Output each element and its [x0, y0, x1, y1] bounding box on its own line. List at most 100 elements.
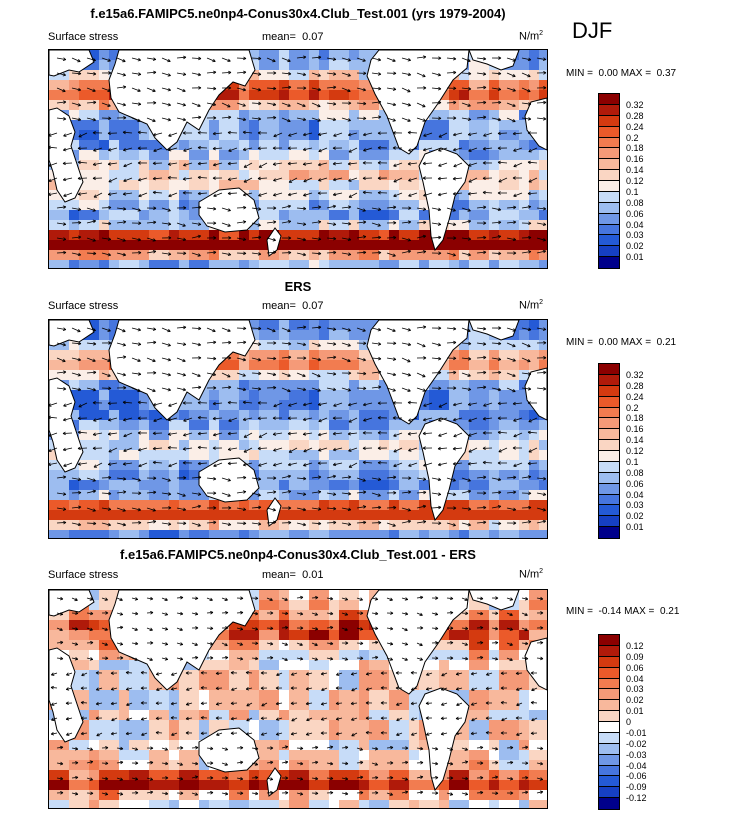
wind-vector-arrow: [123, 417, 133, 422]
map-field-cell: [49, 190, 60, 201]
map-field-cell: [269, 600, 280, 611]
wind-vector-arrow: [536, 790, 544, 794]
map-field-cell: [99, 730, 110, 741]
map-field-cell: [449, 260, 460, 268]
map-field-cell: [259, 530, 270, 538]
map-field-cell: [449, 210, 460, 221]
map-field-cell: [459, 180, 470, 191]
panel1-units-base: N/m: [519, 30, 540, 43]
wind-vector-arrow: [531, 687, 538, 692]
map-field-cell: [299, 230, 310, 241]
wind-vector-arrow: [476, 776, 484, 780]
wind-vector-arrow: [266, 220, 277, 224]
map-field-cell: [359, 790, 370, 801]
wind-vector-arrow: [453, 147, 463, 152]
map-field-cell: [279, 180, 290, 191]
map-field-cell: [389, 510, 400, 521]
map-field-cell: [429, 520, 440, 531]
map-field-cell: [99, 170, 110, 181]
panel1-max-value: 0.37: [656, 68, 677, 79]
wind-vector-arrow: [461, 522, 471, 527]
map-field-cell: [269, 360, 280, 371]
wind-vector-arrow: [431, 791, 439, 795]
map-field-cell: [489, 360, 500, 371]
map-field-cell: [409, 690, 420, 701]
map-field-cell: [379, 110, 390, 121]
map-field-cell: [339, 50, 350, 61]
map-field-cell: [489, 340, 500, 351]
map-field-cell: [249, 760, 260, 771]
wind-vector-arrow: [281, 474, 292, 479]
map-field-cell: [479, 60, 490, 71]
wind-vector-arrow: [137, 130, 148, 135]
map-field-cell: [109, 440, 120, 451]
map-field-cell: [309, 790, 320, 801]
wind-vector-arrow: [71, 642, 79, 646]
map-field-cell: [509, 380, 520, 391]
map-field-cell: [359, 700, 370, 711]
wind-vector-arrow: [461, 760, 469, 764]
map-field-cell: [469, 110, 480, 121]
map-field-cell: [109, 660, 120, 671]
map-field-cell: [419, 760, 430, 771]
map-field-cell: [299, 710, 310, 721]
wind-vector-arrow: [230, 701, 238, 706]
wind-vector-arrow: [49, 177, 58, 183]
map-field-cell: [49, 460, 60, 471]
map-field-cell: [309, 320, 320, 331]
wind-vector-arrow: [206, 250, 217, 255]
wind-vector-arrow: [416, 220, 427, 225]
map-field-cell: [309, 730, 320, 741]
wind-vector-arrow: [116, 386, 127, 390]
map-field-cell: [249, 160, 260, 171]
wind-vector-arrow: [326, 492, 337, 496]
map-field-cell: [229, 120, 240, 131]
map-field-cell: [319, 230, 330, 241]
map-field-cell: [469, 470, 480, 481]
map-field-cell: [219, 420, 230, 431]
map-field-cell: [349, 760, 360, 771]
wind-vector-arrow: [200, 701, 208, 706]
wind-vector-arrow: [386, 117, 396, 122]
colorbar-tick-label: 0.32: [626, 369, 644, 380]
wind-vector-arrow: [461, 507, 472, 511]
wind-vector-arrow: [266, 372, 277, 377]
wind-vector-arrow: [476, 655, 484, 660]
map-field-cell: [489, 610, 500, 621]
wind-vector-arrow: [356, 477, 366, 482]
wind-vector-arrow: [296, 387, 307, 392]
wind-vector-arrow: [536, 519, 547, 524]
colorbar-tick-label: 0.09: [626, 651, 644, 662]
map-field-cell: [69, 410, 80, 421]
map-field-cell: [389, 800, 400, 808]
map-field-cell: [249, 360, 260, 371]
map-field-cell: [229, 420, 240, 431]
wind-vector-arrow: [251, 252, 262, 256]
wind-vector-arrow: [455, 672, 463, 676]
wind-vector-arrow: [341, 522, 352, 526]
wind-vector-arrow: [227, 447, 238, 451]
wind-vector-arrow: [101, 776, 109, 781]
colorbar-swatch: [599, 440, 619, 451]
wind-vector-arrow: [326, 474, 337, 479]
wind-vector-arrow: [213, 192, 223, 198]
map-field-cell: [309, 740, 320, 751]
map-field-cell: [139, 480, 150, 491]
wind-vector-arrow: [167, 175, 178, 180]
map-field-cell: [479, 600, 490, 611]
map-field-cell: [269, 640, 280, 651]
map-field-cell: [479, 160, 490, 171]
map-field-cell: [329, 150, 340, 161]
map-field-cell: [79, 240, 90, 251]
colorbar-tick-label: 0.06: [626, 478, 644, 489]
map-field-cell: [269, 180, 280, 191]
map-field-cell: [249, 250, 260, 261]
map-field-cell: [359, 450, 370, 461]
wind-vector-arrow: [65, 701, 73, 705]
wind-vector-arrow: [221, 86, 232, 90]
wind-vector-arrow: [446, 656, 454, 660]
map-field-cell: [279, 120, 290, 131]
map-field-cell: [109, 740, 120, 751]
map-field-cell: [499, 710, 510, 721]
wind-vector-arrow: [377, 146, 388, 150]
